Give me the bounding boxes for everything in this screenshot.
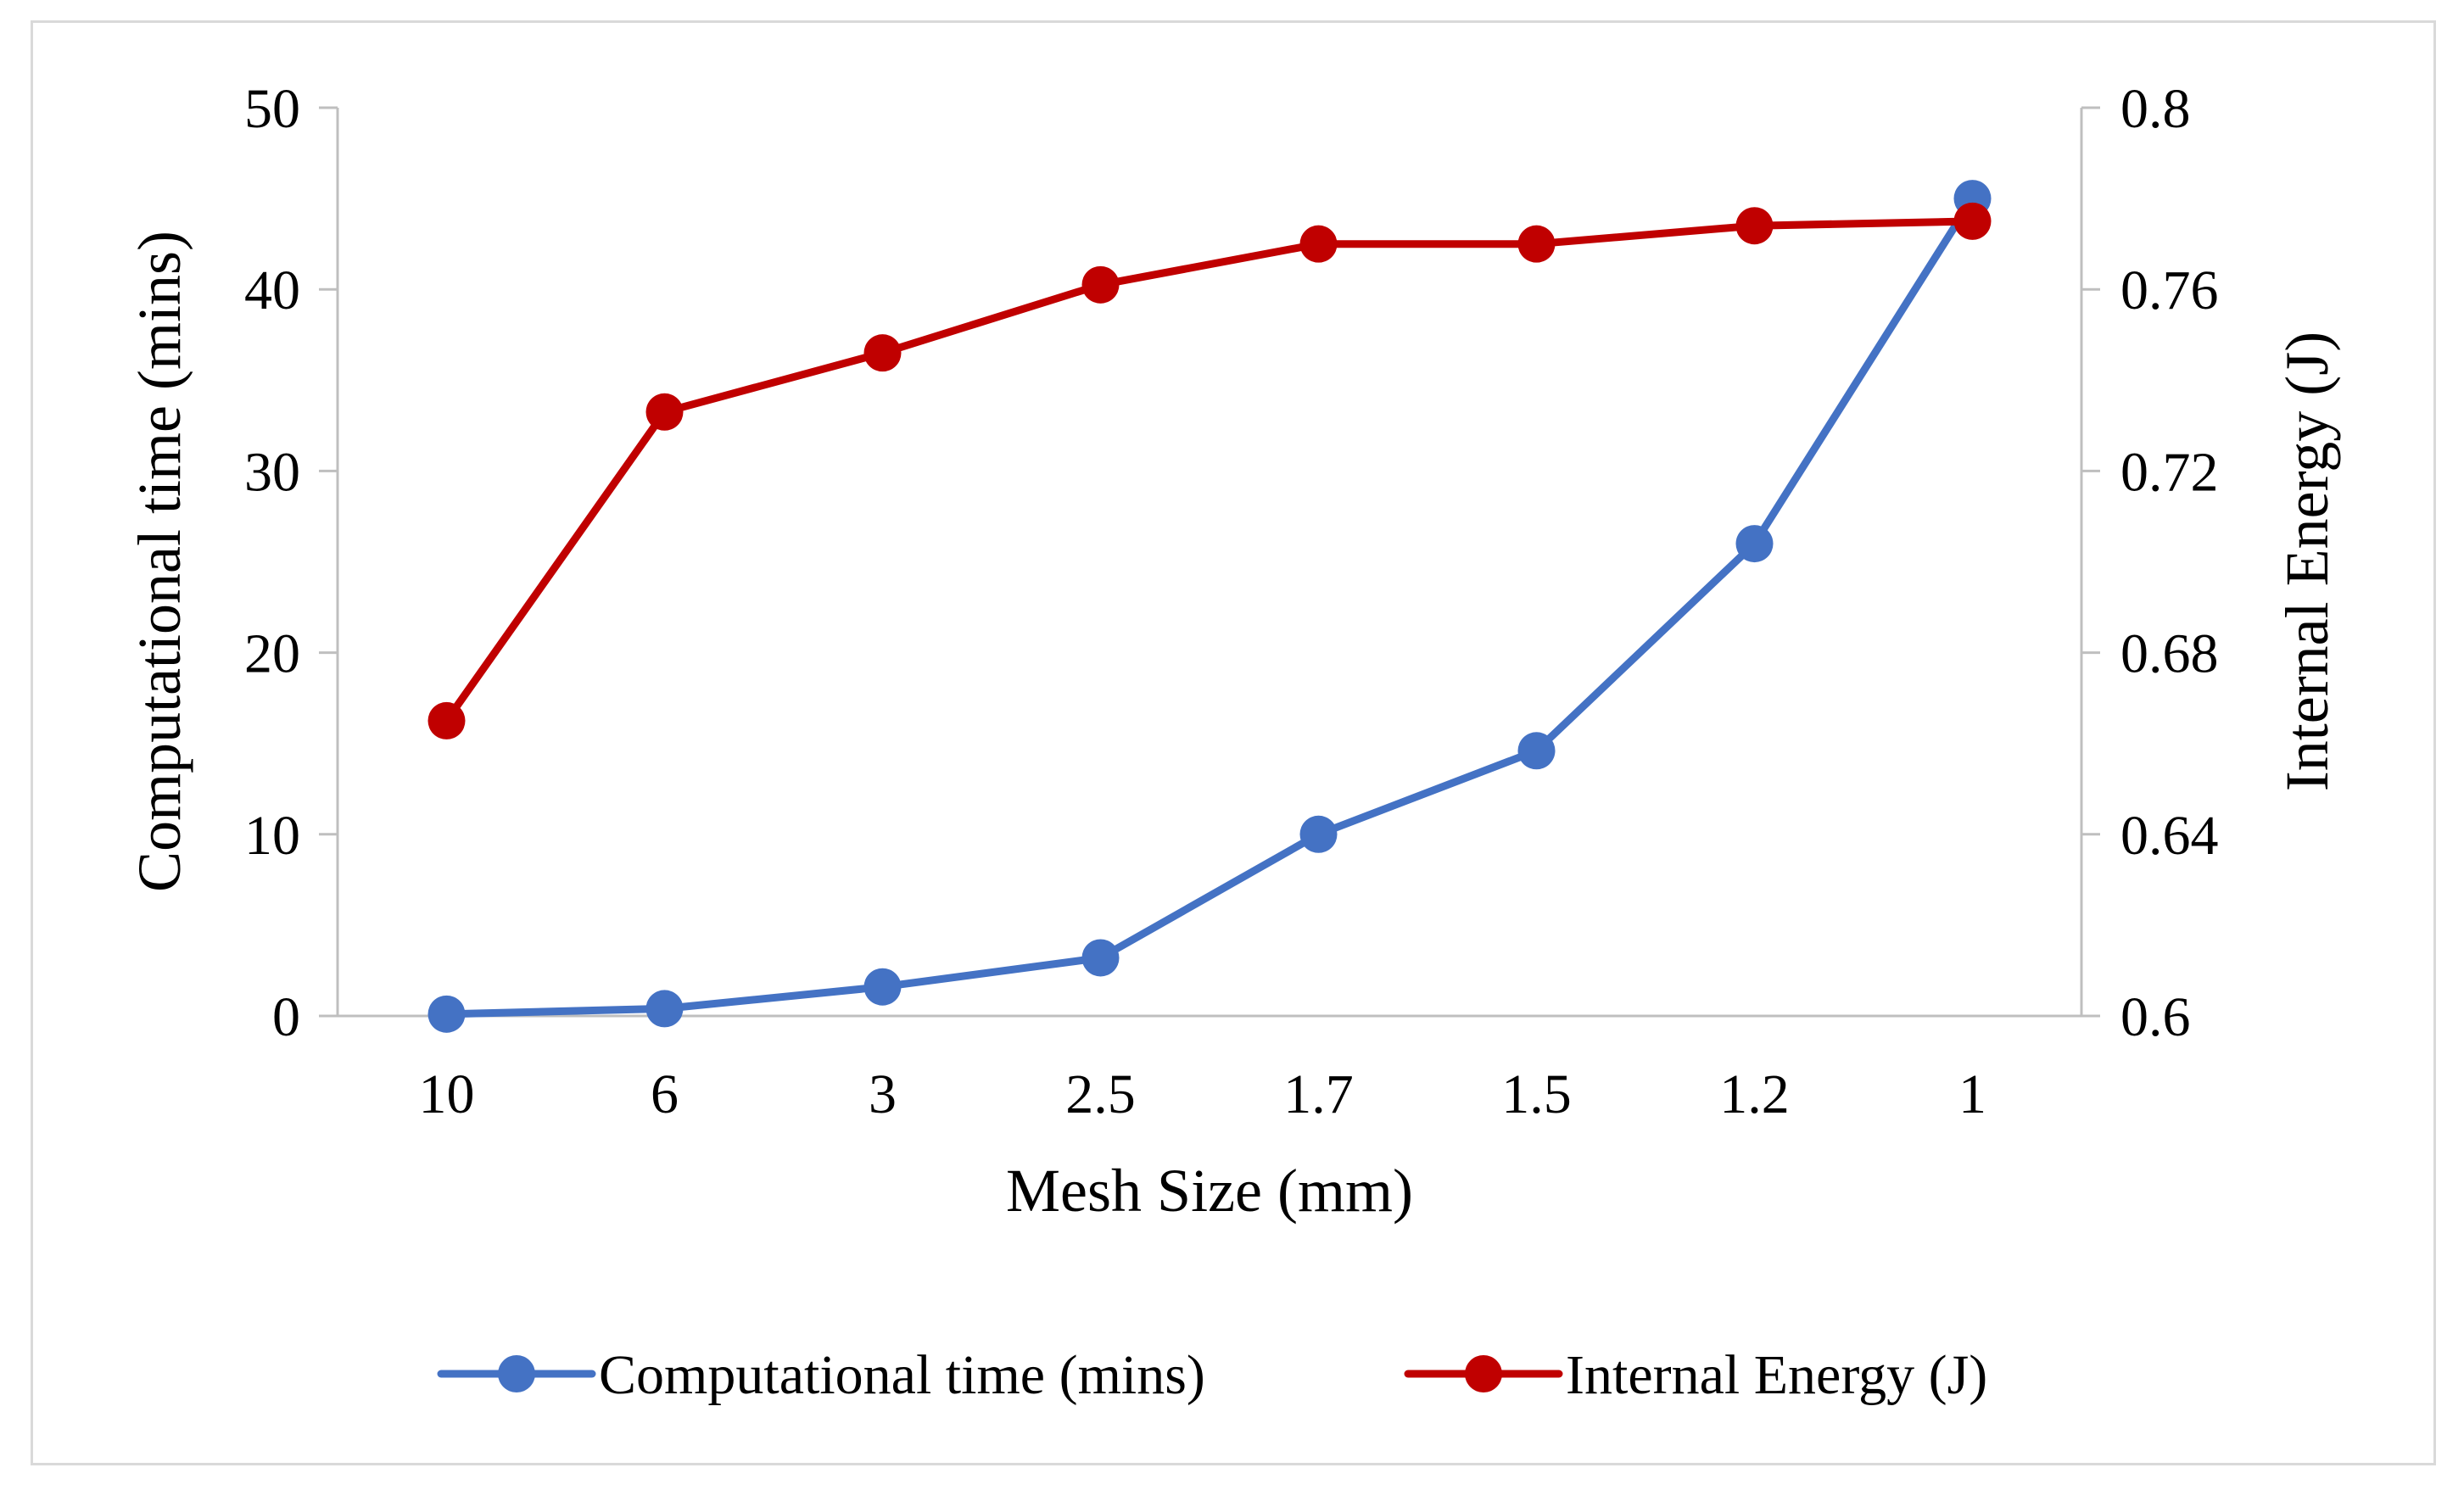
x-tick-label: 6: [651, 1063, 679, 1125]
y-axis-title: Computational time (mins): [126, 231, 193, 892]
legend-marker-computational-time: [498, 1355, 535, 1392]
legend-item-internal-energy: Internal Energy (J): [1404, 1344, 1987, 1406]
legend-label-computational-time: Computational time (mins): [599, 1344, 1205, 1406]
data-point-internal-energy: [1735, 207, 1774, 245]
data-point-computational-time: [645, 990, 684, 1028]
y2-tick-label: 0.76: [2120, 259, 2219, 321]
x-tick-label: 10: [419, 1063, 475, 1125]
data-point-internal-energy: [1081, 265, 1120, 304]
y2-tick-label: 0.64: [2120, 805, 2219, 867]
data-point-computational-time: [1735, 525, 1774, 563]
ticks: [319, 106, 2100, 1018]
data-point-internal-energy: [1299, 225, 1338, 263]
data-point-internal-energy: [863, 334, 902, 372]
data-point-internal-energy: [645, 393, 684, 431]
data-point-computational-time: [863, 968, 902, 1006]
data-point-computational-time: [1081, 939, 1120, 977]
y-tick-label: 50: [244, 78, 300, 140]
data-point-computational-time: [1299, 815, 1338, 853]
y-tick-label: 40: [244, 259, 300, 321]
legend: Computational time (mins) Internal Energ…: [437, 1344, 1987, 1406]
x-tick-label: 1.5: [1501, 1063, 1572, 1125]
data-point-computational-time: [427, 995, 466, 1033]
y-tick-label: 0: [272, 986, 300, 1048]
y2-tick-label: 0.68: [2120, 623, 2219, 685]
x-tick-label: 3: [869, 1063, 897, 1125]
x-tick-label: 1: [1958, 1063, 1986, 1125]
y2-tick-label: 0.6: [2120, 986, 2191, 1048]
x-axis-title: Mesh Size (mm): [1006, 1157, 1413, 1225]
series: [427, 180, 1992, 1033]
y2-axis-title: Internal Energy (J): [2273, 332, 2341, 791]
axes: [336, 108, 2083, 1018]
y-tick-label: 10: [244, 805, 300, 867]
legend-item-computational-time: Computational time (mins): [437, 1344, 1205, 1406]
data-point-internal-energy: [1953, 202, 1992, 240]
data-point-internal-energy: [427, 701, 466, 739]
data-point-internal-energy: [1517, 225, 1556, 263]
y-tick-label: 20: [244, 623, 300, 685]
y2-tick-label: 0.72: [2120, 441, 2219, 503]
legend-label-internal-energy: Internal Energy (J): [1566, 1344, 1987, 1406]
y-tick-label: 30: [244, 441, 300, 503]
data-point-computational-time: [1517, 732, 1556, 770]
series-line-computational-time: [443, 194, 1976, 1018]
x-tick-label: 2.5: [1065, 1063, 1136, 1125]
y2-tick-label: 0.8: [2120, 78, 2191, 140]
tick-labels: 0 10 20 30 40 50 0.6 0.64 0.68 0.72 0.76 0.8 10 6 3 2.5…: [244, 78, 2219, 1125]
x-tick-label: 1.2: [1719, 1063, 1790, 1125]
x-tick-label: 1.7: [1283, 1063, 1354, 1125]
legend-marker-internal-energy: [1465, 1355, 1502, 1392]
series-line-internal-energy: [443, 217, 1976, 725]
